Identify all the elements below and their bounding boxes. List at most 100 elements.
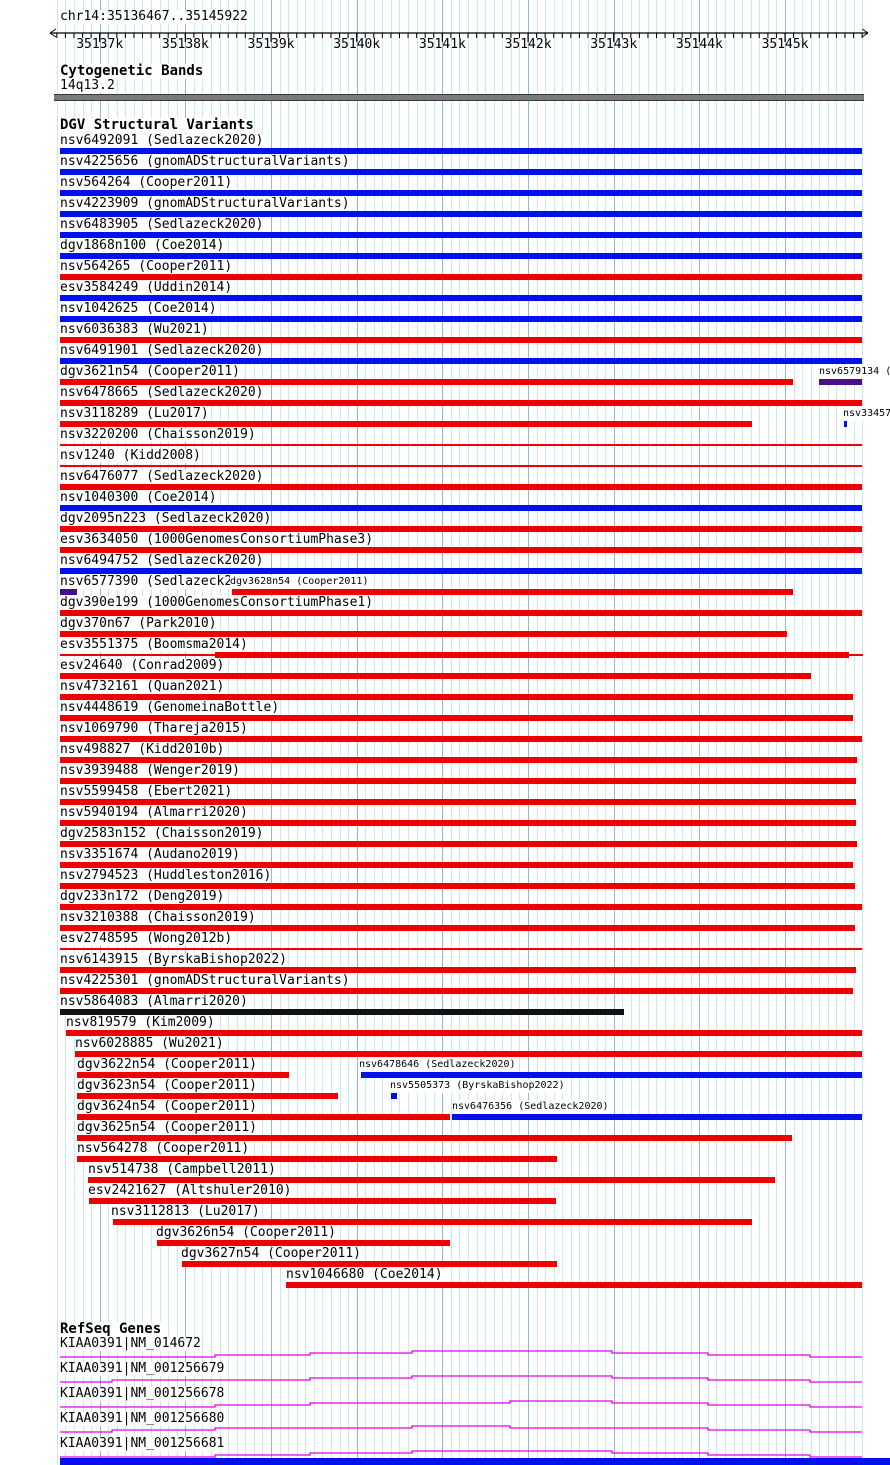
variant-label[interactable]: dgv3628n54 (Cooper2011): [230, 575, 369, 589]
gene-model-line[interactable]: [0, 1396, 890, 1410]
variant-bar[interactable]: [232, 588, 793, 595]
variant-label[interactable]: nsv564264 (Cooper2011): [60, 175, 233, 190]
variant-bar[interactable]: [60, 168, 862, 175]
variant-bar[interactable]: [60, 147, 862, 154]
variant-bar[interactable]: [60, 294, 862, 301]
variant-label[interactable]: nsv6579134 (: [819, 365, 890, 379]
variant-bar[interactable]: [88, 1176, 775, 1183]
variant-label[interactable]: nsv3112813 (Lu2017): [111, 1204, 260, 1219]
variant-label[interactable]: nsv5940194 (Almarri2020): [60, 805, 248, 820]
variant-label[interactable]: nsv3118289 (Lu2017): [60, 406, 209, 421]
variant-bar[interactable]: [60, 252, 862, 259]
variant-bar[interactable]: [849, 654, 863, 656]
gene-label[interactable]: KIAA0391|NM_001256679: [60, 1361, 225, 1376]
gene-model-line[interactable]: [0, 1371, 890, 1385]
variant-label[interactable]: nsv1240 (Kidd2008): [60, 448, 201, 463]
variant-label[interactable]: dgv2583n152 (Chaisson2019): [60, 826, 264, 841]
variant-label[interactable]: dgv370n67 (Park2010): [60, 616, 217, 631]
variant-bar[interactable]: [77, 1092, 338, 1099]
gene-label[interactable]: KIAA0391|NM_001256678: [60, 1386, 225, 1401]
variant-label[interactable]: dgv233n172 (Deng2019): [60, 889, 225, 904]
variant-bar[interactable]: [77, 1071, 289, 1078]
variant-label[interactable]: esv3584249 (Uddin2014): [60, 280, 233, 295]
variant-bar[interactable]: [60, 231, 862, 238]
variant-label[interactable]: nsv564265 (Cooper2011): [60, 259, 233, 274]
variant-bar[interactable]: [60, 378, 793, 385]
variant-bar[interactable]: [157, 1239, 450, 1246]
variant-label[interactable]: nsv33457: [843, 407, 890, 421]
variant-label[interactable]: nsv1042625 (Coe2014): [60, 301, 217, 316]
variant-bar[interactable]: [60, 819, 856, 826]
variant-bar[interactable]: [60, 420, 752, 427]
variant-label[interactable]: nsv3210388 (Chaisson2019): [60, 910, 256, 925]
variant-bar[interactable]: [215, 651, 849, 658]
variant-label[interactable]: dgv390e199 (1000GenomesConsortiumPhase1): [60, 595, 374, 610]
variant-bar[interactable]: [452, 1113, 862, 1120]
variant-label[interactable]: nsv4225656 (gnomADStructuralVariants): [60, 154, 350, 169]
variant-bar[interactable]: [60, 567, 862, 574]
variant-label[interactable]: nsv819579 (Kim2009): [66, 1015, 215, 1030]
variant-bar[interactable]: [60, 315, 862, 322]
variant-label[interactable]: nsv6483905 (Sedlazeck2020): [60, 217, 264, 232]
variant-bar[interactable]: [60, 948, 862, 950]
variant-bar[interactable]: [60, 357, 862, 364]
variant-label[interactable]: nsv564278 (Cooper2011): [77, 1141, 250, 1156]
variant-bar[interactable]: [60, 273, 862, 280]
variant-label[interactable]: esv2748595 (Wong2012b): [60, 931, 233, 946]
variant-bar[interactable]: [60, 654, 215, 656]
variant-label[interactable]: dgv3627n54 (Cooper2011): [181, 1246, 362, 1261]
variant-bar[interactable]: [60, 210, 862, 217]
variant-label[interactable]: dgv3626n54 (Cooper2011): [156, 1225, 337, 1240]
variant-label[interactable]: nsv6028885 (Wu2021): [75, 1036, 224, 1051]
variant-bar[interactable]: [77, 1113, 450, 1120]
variant-bar[interactable]: [60, 924, 855, 931]
variant-label[interactable]: nsv3939488 (Wenger2019): [60, 763, 241, 778]
variant-bar[interactable]: [89, 1197, 556, 1204]
variant-bar[interactable]: [60, 714, 853, 721]
variant-bar[interactable]: [60, 693, 853, 700]
variant-bar[interactable]: [60, 189, 862, 196]
variant-label[interactable]: nsv6494752 (Sedlazeck2020): [60, 553, 264, 568]
variant-bar[interactable]: [113, 1218, 752, 1225]
gene-model-line[interactable]: [0, 1346, 890, 1360]
variant-bar[interactable]: [60, 756, 857, 763]
variant-label[interactable]: dgv3622n54 (Cooper2011): [77, 1057, 258, 1072]
variant-bar[interactable]: [60, 444, 862, 446]
variant-bar[interactable]: [391, 1092, 397, 1099]
variant-label[interactable]: nsv1069790 (Thareja2015): [60, 721, 248, 736]
gene-model-line[interactable]: [0, 1446, 890, 1460]
gene-label[interactable]: KIAA0391|NM_001256680: [60, 1411, 225, 1426]
variant-bar[interactable]: [60, 399, 862, 406]
variant-label[interactable]: nsv2794523 (Huddleston2016): [60, 868, 272, 883]
partial-track-bar[interactable]: [60, 1458, 890, 1465]
variant-label[interactable]: dgv3621n54 (Cooper2011): [60, 364, 241, 379]
variant-bar[interactable]: [182, 1260, 557, 1267]
variant-label[interactable]: nsv4223909 (gnomADStructuralVariants): [60, 196, 350, 211]
variant-label[interactable]: nsv6476077 (Sedlazeck2020): [60, 469, 264, 484]
variant-bar[interactable]: [60, 861, 853, 868]
variant-label[interactable]: dgv3623n54 (Cooper2011): [77, 1078, 258, 1093]
variant-label[interactable]: nsv514738 (Campbell2011): [88, 1162, 276, 1177]
variant-bar[interactable]: [77, 1134, 792, 1141]
variant-label[interactable]: dgv2095n223 (Sedlazeck2020): [60, 511, 272, 526]
variant-bar[interactable]: [844, 420, 847, 427]
variant-bar[interactable]: [361, 1071, 862, 1078]
variant-label[interactable]: nsv4732161 (Quan2021): [60, 679, 225, 694]
gene-label[interactable]: KIAA0391|NM_014672: [60, 1336, 201, 1351]
variant-label[interactable]: nsv4225301 (gnomADStructuralVariants): [60, 973, 350, 988]
variant-bar[interactable]: [60, 525, 862, 532]
variant-label[interactable]: nsv5864083 (Almarri2020): [60, 994, 248, 1009]
variant-bar[interactable]: [60, 483, 862, 490]
variant-label[interactable]: dgv3624n54 (Cooper2011): [77, 1099, 258, 1114]
variant-bar[interactable]: [60, 609, 862, 616]
cytoband-bar[interactable]: [54, 94, 864, 101]
variant-label[interactable]: nsv4448619 (GenomeinaBottle): [60, 700, 280, 715]
variant-label[interactable]: nsv6491901 (Sedlazeck2020): [60, 343, 264, 358]
variant-label[interactable]: nsv6478646 (Sedlazeck2020): [359, 1058, 516, 1072]
variant-label[interactable]: nsv6492091 (Sedlazeck2020): [60, 133, 264, 148]
variant-bar[interactable]: [286, 1281, 862, 1288]
variant-label[interactable]: nsv1040300 (Coe2014): [60, 490, 217, 505]
variant-label[interactable]: nsv5505373 (ByrskaBishop2022): [390, 1079, 565, 1093]
variant-bar[interactable]: [60, 504, 862, 511]
gene-label[interactable]: KIAA0391|NM_001256681: [60, 1436, 225, 1451]
